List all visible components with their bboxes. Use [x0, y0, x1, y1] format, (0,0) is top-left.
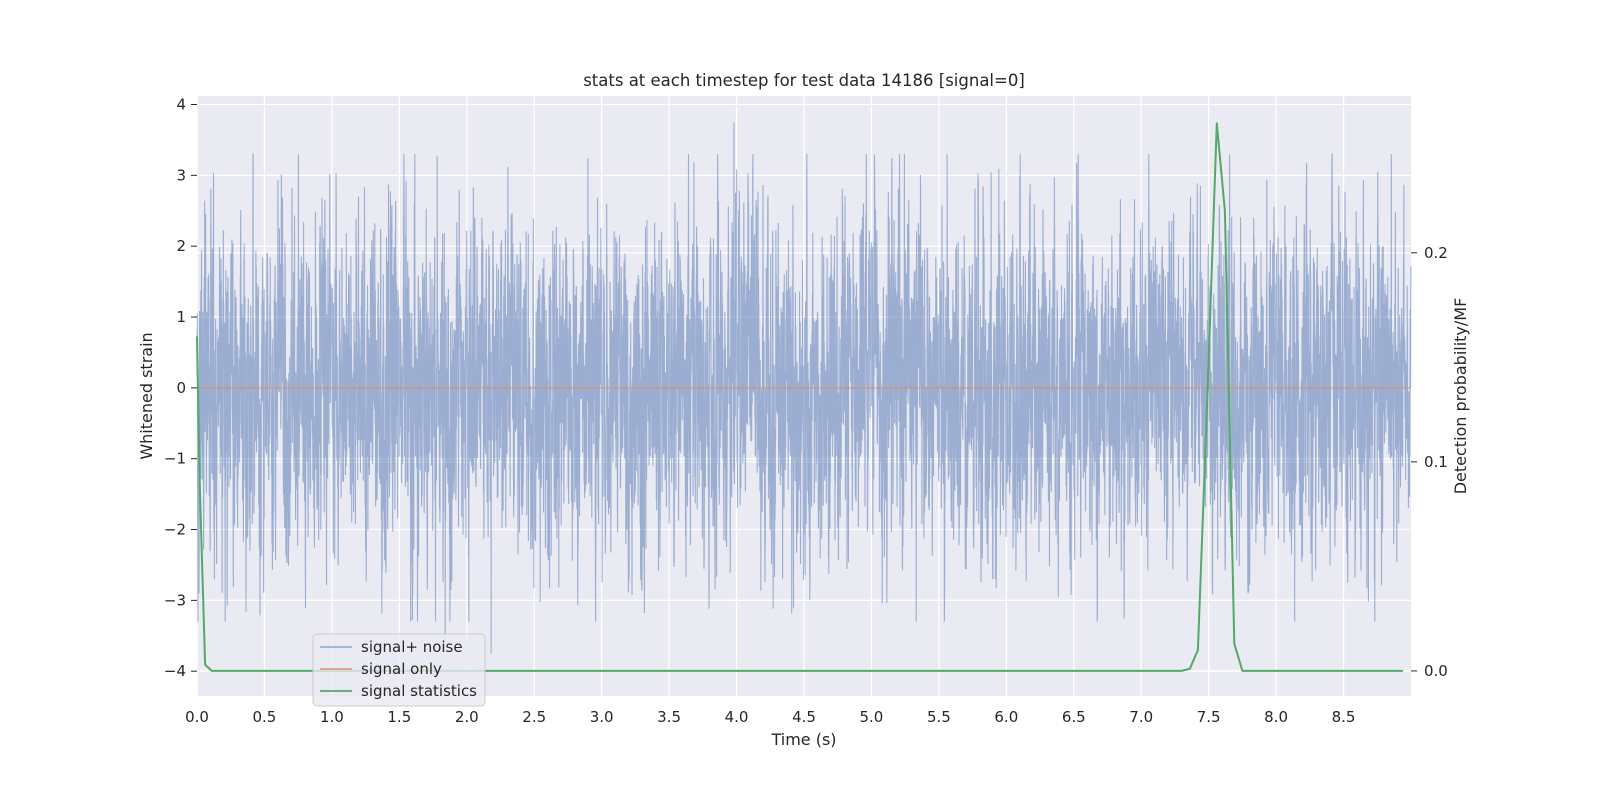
- x-tick-label: 0.0: [185, 708, 209, 726]
- x-tick-label: 3.0: [590, 708, 614, 726]
- x-axis-title: Time (s): [770, 730, 836, 749]
- y-tick-label: −1: [164, 450, 186, 468]
- series-line-signal-statistics: [196, 122, 1403, 672]
- y-tick-label: 3: [176, 166, 186, 184]
- y-tick-label: 1: [176, 308, 186, 326]
- y-right-tick-label: 0.0: [1424, 662, 1448, 680]
- y-tick-label: −3: [164, 591, 186, 609]
- x-tick-label: 7.0: [1129, 708, 1153, 726]
- legend: signal+ noise signal only signal statist…: [312, 633, 486, 707]
- x-tick-label: 4.0: [725, 708, 749, 726]
- x-tick-label: 1.0: [320, 708, 344, 726]
- noise-series: [196, 122, 1412, 654]
- x-tick-label: 2.0: [455, 708, 479, 726]
- y-right-tick-label: 0.1: [1424, 453, 1448, 471]
- legend-label-signal-noise: signal+ noise: [361, 638, 463, 656]
- x-tick-label: 0.5: [253, 708, 277, 726]
- legend-label-signal-only: signal only: [361, 660, 442, 678]
- series-layer: [196, 122, 1411, 672]
- y-axis-right-title: Detection probability/MF: [1451, 298, 1470, 495]
- series-line-signal-noise: [196, 122, 1412, 654]
- y-axis-title: Whitened strain: [137, 332, 156, 459]
- legend-box: [312, 633, 486, 707]
- x-tick-label: 3.5: [657, 708, 681, 726]
- y-right-tick-label: 0.2: [1424, 244, 1448, 262]
- x-tick-label: 4.5: [792, 708, 816, 726]
- y-tick-label: 0: [176, 379, 186, 397]
- tick-labels: 0.0 0.5 1.0 1.5 2.0 2.5 3.0 3.5 4.0 4.5 5.0 5.5 6.0 6…: [164, 96, 1448, 726]
- x-tick-label: 8.0: [1264, 708, 1288, 726]
- y-tick-label: 4: [176, 96, 186, 114]
- x-tick-label: 6.0: [994, 708, 1018, 726]
- x-tick-label: 5.5: [927, 708, 951, 726]
- x-tick-label: 1.5: [387, 708, 411, 726]
- y-tick-label: 2: [176, 237, 186, 255]
- legend-label-signal-statistics: signal statistics: [361, 682, 477, 700]
- x-tick-label: 8.5: [1332, 708, 1356, 726]
- x-tick-label: 6.5: [1062, 708, 1086, 726]
- x-tick-label: 2.5: [522, 708, 546, 726]
- y-tick-label: −2: [164, 521, 186, 539]
- x-tick-label: 7.5: [1197, 708, 1221, 726]
- y-tick-label: −4: [164, 662, 186, 680]
- x-tick-label: 5.0: [860, 708, 884, 726]
- chart-title: stats at each timestep for test data 141…: [583, 71, 1025, 90]
